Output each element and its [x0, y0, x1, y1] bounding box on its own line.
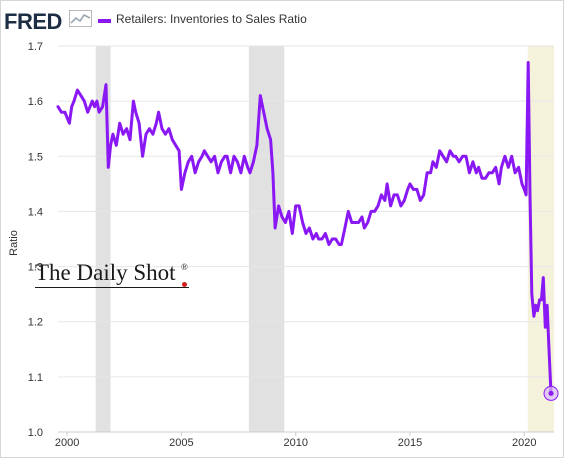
legend-label: Retailers: Inventories to Sales Ratio	[116, 12, 307, 26]
y-tick-label: 1.1	[28, 372, 43, 384]
recession-band-1	[248, 46, 285, 432]
series-line-0	[56, 61, 553, 395]
watermark-registered-mark: ®	[181, 262, 188, 272]
x-axis-ticks: 2000 2005 2010 2015 2020	[55, 432, 537, 449]
y-tick-label: 1.6	[28, 96, 43, 108]
y-tick-label: 1.2	[28, 317, 43, 329]
series-layer	[56, 61, 559, 401]
sparkline-chart-icon	[69, 10, 92, 27]
y-tick-label: 1.0	[28, 427, 43, 439]
gridlines	[58, 45, 554, 433]
x-tick-label: 2015	[398, 437, 422, 449]
x-tick-label: 2000	[55, 437, 79, 449]
y-axis-title: Ratio	[8, 230, 20, 256]
y-tick-label: 1.3	[28, 262, 43, 274]
legend-swatch	[98, 19, 111, 23]
last-point-marker[interactable]	[548, 390, 554, 396]
y-axis-ticks: 1.0 1.1 1.2 1.3 1.4 1.5 1.6 1.7	[28, 41, 43, 439]
x-tick-label: 2020	[512, 437, 536, 449]
watermark-underline	[35, 287, 189, 288]
y-tick-label: 1.7	[28, 41, 43, 53]
daily-shot-watermark: The Daily Shot	[35, 260, 176, 285]
recession-bands	[95, 46, 554, 432]
watermark-red-dot	[182, 282, 187, 287]
x-tick-label: 2005	[169, 437, 193, 449]
y-tick-label: 1.5	[28, 151, 43, 163]
y-tick-label: 1.4	[28, 206, 43, 218]
x-tick-label: 2010	[283, 437, 307, 449]
fred-logo[interactable]: FRED	[4, 9, 62, 34]
